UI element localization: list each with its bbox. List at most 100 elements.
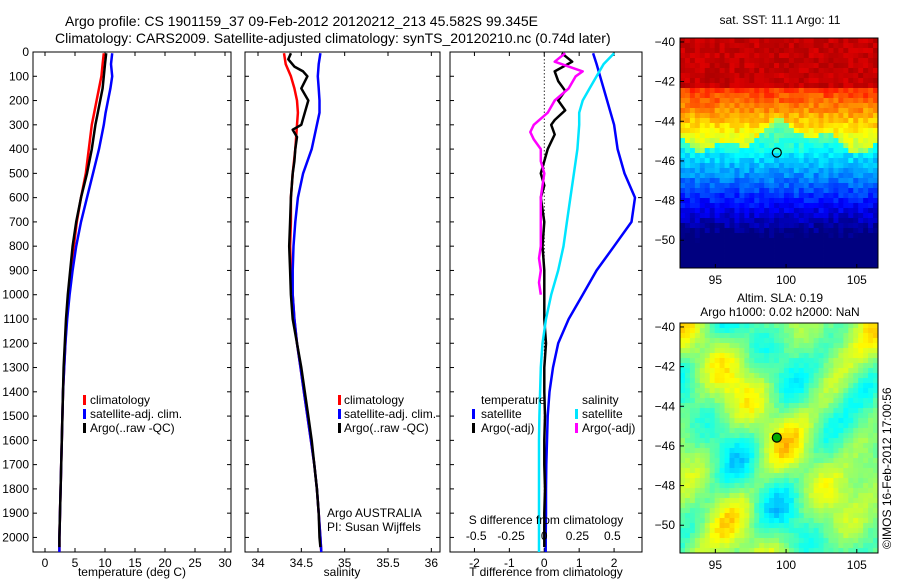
map-cell: [680, 228, 686, 234]
map-cell: [774, 323, 780, 329]
map-cell: [868, 393, 874, 399]
map-cell: [744, 153, 750, 159]
map-cell: [853, 38, 859, 44]
map-cell: [734, 98, 740, 104]
map-cell: [704, 118, 711, 124]
difference-axis-ticks: -2 -1 0 1 2: [450, 51, 642, 570]
map-cell: [793, 163, 800, 169]
map-cell: [783, 428, 790, 434]
map-cell: [868, 413, 874, 419]
map-cell: [724, 518, 730, 524]
map-cell: [749, 153, 755, 159]
map-cell: [848, 123, 854, 129]
map-cell: [754, 443, 760, 449]
map-cell: [823, 518, 829, 524]
map-cell: [848, 438, 854, 444]
map-cell: [774, 473, 780, 479]
map-cell: [779, 133, 785, 139]
map-cell: [759, 408, 765, 414]
map-cell: [759, 433, 765, 439]
map-cell: [684, 358, 691, 364]
map-cell: [833, 53, 839, 59]
map-cell: [774, 68, 780, 74]
map-cell: [754, 233, 760, 239]
map-cell: [783, 218, 790, 224]
map-cell: [680, 498, 686, 504]
map-cell: [803, 93, 810, 99]
map-cell: [863, 223, 869, 229]
map-cell: [833, 78, 839, 84]
map-cell: [863, 528, 869, 534]
map-cell: [724, 508, 730, 514]
map-cell: [724, 523, 730, 529]
temperature-xtick-label: 0: [42, 556, 49, 570]
map-cell: [719, 488, 725, 494]
map-cell: [783, 43, 790, 49]
map-cell: [838, 98, 844, 104]
map-cell: [684, 343, 691, 349]
map-cell: [759, 518, 765, 524]
map-cell: [754, 198, 760, 204]
map-cell: [868, 108, 874, 114]
map-cell: [843, 448, 849, 454]
map-cell: [868, 378, 874, 384]
map-cell: [754, 118, 760, 124]
map-cell: [863, 258, 869, 264]
map-cell: [788, 48, 795, 54]
map-cell: [719, 233, 725, 239]
map-cell: [843, 118, 849, 124]
map-cell: [798, 368, 805, 374]
map-cell: [863, 423, 869, 429]
map-cell: [873, 548, 879, 554]
map-cell: [764, 348, 770, 354]
map-cell: [699, 138, 706, 144]
map-cell: [808, 63, 815, 69]
map-cell: [798, 448, 805, 454]
map-cell: [709, 483, 716, 489]
map-cell: [724, 473, 730, 479]
map-cell: [709, 368, 716, 374]
map-cell: [828, 208, 834, 214]
map-cell: [858, 393, 864, 399]
map-cell: [823, 463, 829, 469]
map-cell: [764, 253, 770, 259]
map-cell: [853, 418, 859, 424]
map-cell: [868, 73, 874, 79]
map-cell: [714, 258, 720, 264]
map-cell: [863, 388, 869, 394]
map-cell: [843, 218, 849, 224]
map-cell: [868, 353, 874, 359]
map-cell: [749, 378, 755, 384]
map-cell: [843, 468, 849, 474]
map-cell: [779, 198, 785, 204]
map-cell: [788, 458, 795, 464]
map-cell: [699, 458, 706, 464]
map-cell: [843, 188, 849, 194]
map-cell: [774, 113, 780, 119]
map-cell: [858, 128, 864, 134]
map-cell: [739, 258, 745, 264]
map-cell: [699, 53, 706, 59]
map-cell: [868, 173, 874, 179]
map-cell: [793, 118, 800, 124]
map-cell: [734, 503, 740, 509]
map-cell: [779, 523, 785, 529]
map-cell: [779, 228, 785, 234]
map-cell: [803, 48, 810, 54]
map-cell: [684, 388, 691, 394]
map-cell: [754, 228, 760, 234]
map-cell: [823, 223, 829, 229]
map-cell: [774, 403, 780, 409]
map-cell: [689, 353, 696, 359]
map-cell: [798, 388, 805, 394]
map-cell: [754, 138, 760, 144]
map-cell: [823, 53, 829, 59]
map-cell: [749, 248, 755, 254]
map-cell: [709, 88, 716, 94]
map-cell: [848, 243, 854, 249]
map-cell: [749, 358, 755, 364]
map-cell: [783, 498, 790, 504]
map-cell: [764, 53, 770, 59]
map-cell: [749, 83, 755, 89]
map-cell: [729, 393, 735, 399]
